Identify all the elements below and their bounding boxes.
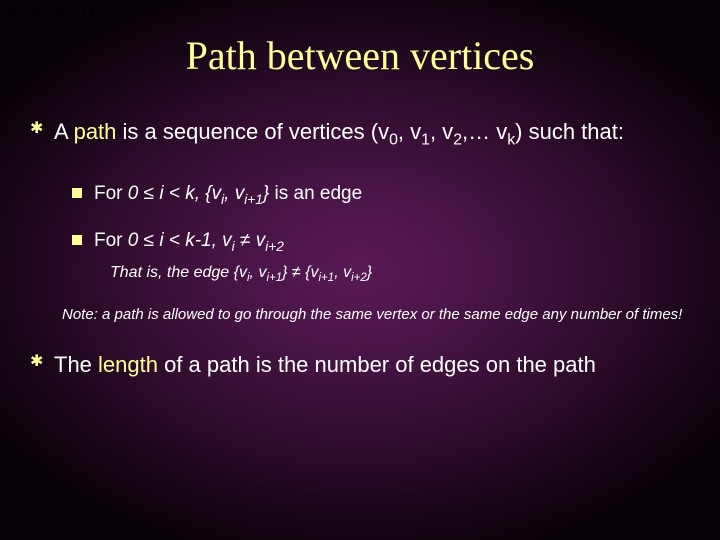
square-icon: [72, 188, 82, 198]
text: 0 ≤ i < k-1, v: [128, 230, 232, 251]
text: ≠ v: [235, 230, 266, 251]
text: ) such that:: [515, 119, 624, 144]
sub: i+2: [265, 239, 284, 254]
sub: 1: [421, 131, 430, 148]
asterisk-icon: ✱: [30, 119, 43, 139]
asterisk-icon: ✱: [30, 352, 43, 372]
text: For: [94, 230, 128, 251]
path-keyword: path: [74, 119, 117, 144]
square-icon: [72, 235, 82, 245]
text: is an edge: [269, 183, 362, 204]
slide: Graph / Slide 14 Path between vertices ✱…: [0, 0, 720, 540]
text: , v: [398, 119, 421, 144]
sub: i+1: [266, 272, 282, 284]
slide-content: ✱ A path is a sequence of vertices (v0, …: [30, 118, 694, 400]
text: ,… v: [462, 119, 507, 144]
text: 0 ≤ i < k, {v: [128, 183, 221, 204]
sub: i+1: [319, 272, 335, 284]
bullet-edge-cond: For 0 ≤ i < k, {vi, vi+1} is an edge: [72, 182, 694, 206]
text: } ≠ {v: [282, 264, 318, 281]
text: , v: [334, 264, 351, 281]
bullet-length-def: ✱ The length of a path is the number of …: [30, 351, 694, 379]
text: That is, the edge {v: [110, 264, 247, 281]
text: , v: [250, 264, 267, 281]
sub: 2: [453, 131, 462, 148]
text: , v: [224, 183, 244, 204]
sub: i+2: [351, 272, 367, 284]
bullet-path-def: ✱ A path is a sequence of vertices (v0, …: [30, 118, 694, 146]
slide-header: Graph / Slide 14: [8, 6, 95, 20]
text: A: [54, 119, 74, 144]
edge-explain: That is, the edge {vi, vi+1} ≠ {vi+1, vi…: [110, 263, 694, 283]
bullet-neq-cond: For 0 ≤ i < k-1, vi ≠ vi+2: [72, 229, 694, 253]
length-keyword: length: [98, 352, 158, 377]
text: of a path is the number of edges on the …: [158, 352, 596, 377]
text: The: [54, 352, 98, 377]
sub: k: [507, 131, 515, 148]
text: For: [94, 183, 128, 204]
slide-title: Path between vertices: [0, 32, 720, 79]
text: }: [367, 264, 372, 281]
text: is a sequence of vertices (v: [116, 119, 389, 144]
sub: 0: [389, 131, 398, 148]
sub: i+1: [244, 191, 263, 206]
text: , v: [430, 119, 453, 144]
note-text: Note: a path is allowed to go through th…: [62, 305, 694, 325]
